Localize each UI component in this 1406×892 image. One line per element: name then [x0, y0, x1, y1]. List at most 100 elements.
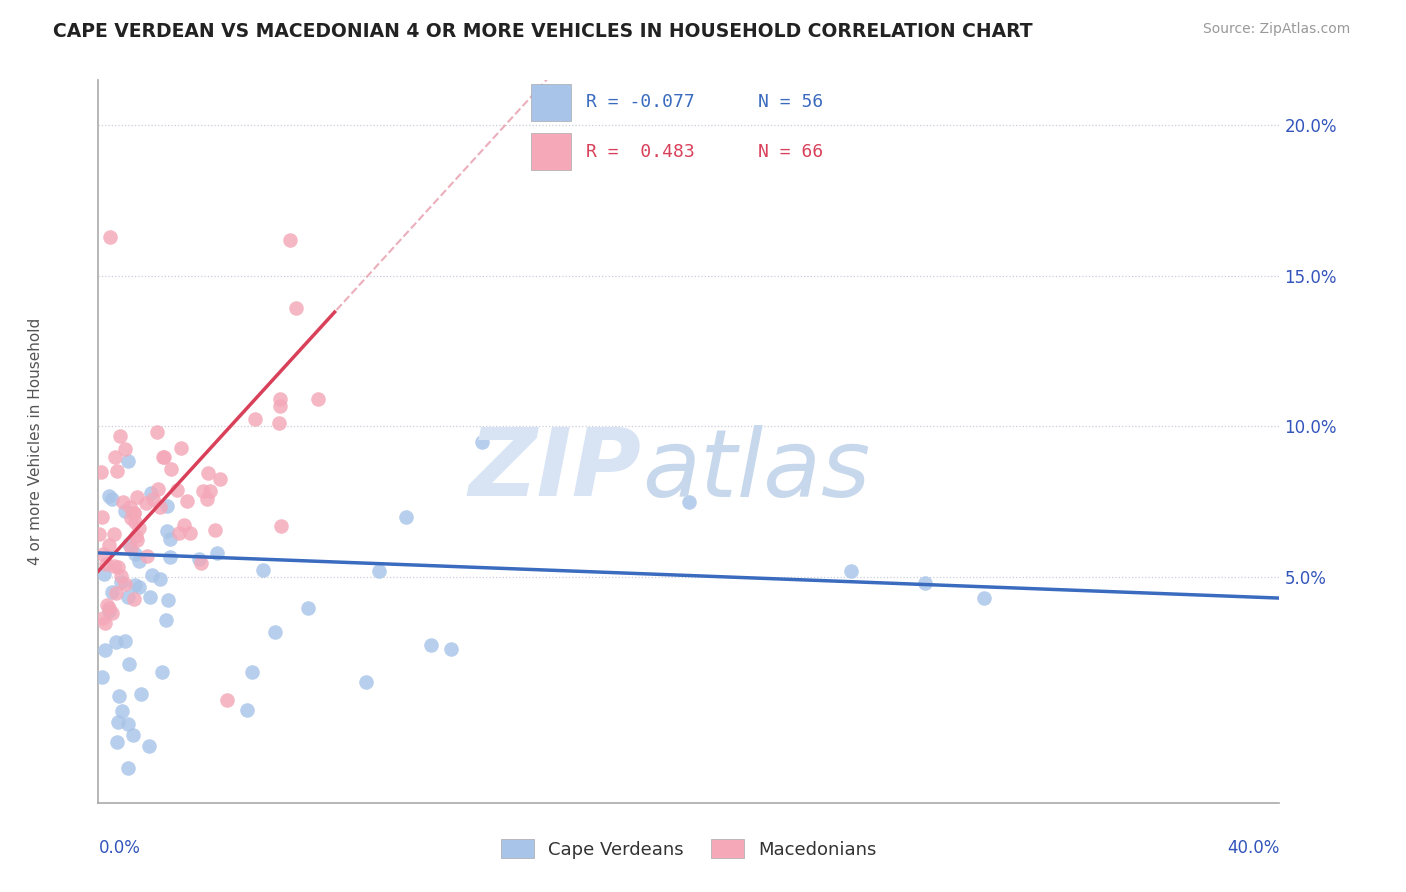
Point [108, 428, 131, 442]
Point [91, 509, 114, 524]
Point [108, 689, 131, 703]
Point [142, 491, 165, 506]
Point [117, 537, 139, 551]
Point [110, 575, 132, 590]
Text: 40.0%: 40.0% [1227, 839, 1279, 857]
Point [252, 563, 274, 577]
Point [107, 715, 129, 730]
Point [176, 494, 198, 508]
Bar [531, 133, 571, 170]
Text: ZIP: ZIP [468, 425, 641, 516]
Point [159, 532, 181, 546]
Point [97, 538, 120, 552]
Point [93, 567, 115, 582]
Point [145, 425, 167, 439]
Point [114, 442, 136, 456]
Text: R =  0.483: R = 0.483 [586, 143, 695, 161]
Text: 0.0%: 0.0% [98, 839, 141, 857]
Point [155, 613, 177, 627]
Point [173, 518, 195, 533]
Point [166, 483, 188, 498]
Point [354, 674, 377, 689]
Point [114, 633, 136, 648]
Point [159, 550, 181, 565]
Point [160, 462, 183, 476]
Point [122, 728, 145, 742]
Point [128, 520, 150, 534]
Point [125, 529, 148, 543]
Point [209, 472, 232, 486]
Point [156, 593, 179, 607]
Text: Source: ZipAtlas.com: Source: ZipAtlas.com [1202, 22, 1350, 37]
Point [112, 494, 135, 508]
Point [198, 484, 221, 499]
Point [103, 558, 125, 573]
Y-axis label: 4 or more Vehicles in Household: 4 or more Vehicles in Household [28, 318, 42, 566]
Point [97, 604, 120, 618]
Point [104, 450, 127, 464]
Point [97, 600, 120, 615]
Point [155, 524, 177, 539]
Point [156, 500, 179, 514]
Point [471, 434, 494, 449]
Point [207, 546, 229, 560]
Point [269, 416, 291, 430]
Point [90, 669, 112, 683]
Point [127, 533, 149, 547]
Point [91, 547, 114, 561]
Point [169, 525, 191, 540]
Point [93, 611, 115, 625]
Point [269, 392, 291, 406]
Point [93, 616, 115, 631]
Point [129, 686, 152, 700]
Point [124, 578, 146, 592]
Point [122, 507, 145, 521]
Point [440, 642, 463, 657]
Point [122, 506, 145, 520]
Point [278, 233, 301, 247]
Point [128, 581, 150, 595]
Point [98, 229, 121, 244]
Point [914, 576, 936, 591]
Point [125, 490, 148, 504]
Point [103, 527, 125, 541]
Point [107, 560, 129, 574]
Text: N = 66: N = 66 [758, 143, 823, 161]
Point [128, 554, 150, 568]
Point [368, 564, 391, 578]
Point [395, 509, 418, 524]
Point [264, 624, 287, 639]
Point [101, 584, 124, 599]
Point [120, 500, 142, 515]
Point [96, 598, 118, 612]
Legend: Cape Verdeans, Macedonians: Cape Verdeans, Macedonians [495, 832, 883, 866]
Text: atlas: atlas [641, 425, 870, 516]
Point [149, 500, 172, 514]
Point [117, 454, 139, 468]
Point [124, 515, 146, 529]
Point [122, 592, 145, 607]
Point [98, 489, 121, 503]
Point [94, 642, 117, 657]
Point [100, 606, 122, 620]
Point [105, 735, 128, 749]
Point [179, 525, 201, 540]
Point [135, 496, 157, 510]
Point [190, 556, 212, 570]
Point [117, 590, 139, 604]
Point [110, 569, 132, 583]
Point [236, 703, 259, 717]
Point [269, 399, 291, 413]
Point [111, 704, 134, 718]
Point [114, 577, 136, 591]
Text: R = -0.077: R = -0.077 [586, 94, 695, 112]
Point [243, 412, 266, 426]
Point [136, 549, 159, 564]
Point [118, 657, 141, 672]
Point [195, 492, 218, 507]
Point [149, 572, 172, 586]
Point [197, 466, 219, 480]
Point [841, 564, 863, 578]
Point [217, 693, 239, 707]
Point [678, 494, 700, 508]
